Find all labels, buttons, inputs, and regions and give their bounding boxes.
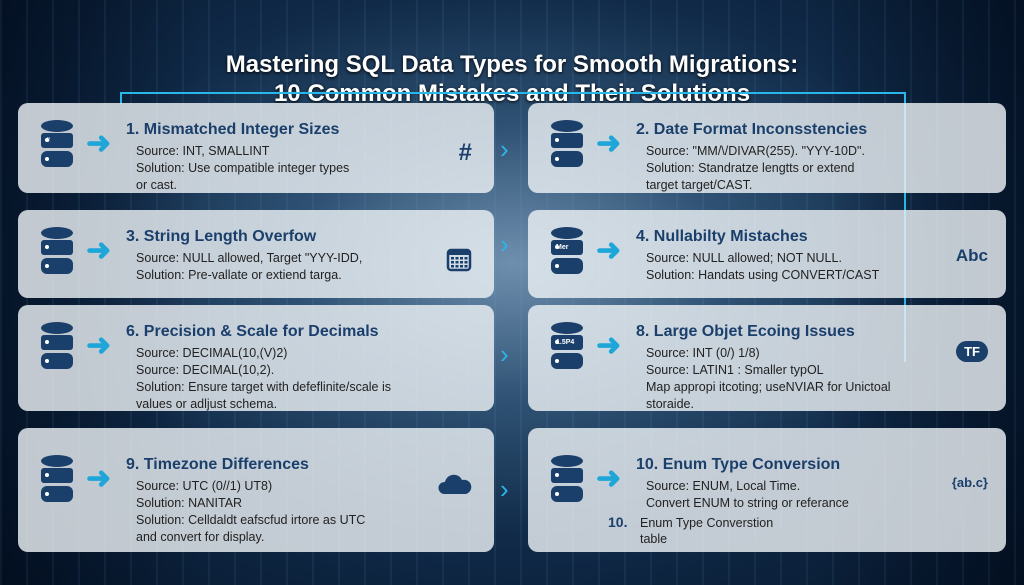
- braces-abc-icon: {ab.c}: [951, 475, 988, 490]
- cloud-icon: [438, 474, 472, 501]
- card-heading: 3. String Length Overfow: [126, 228, 317, 245]
- chevron-right-icon: ›: [500, 229, 509, 259]
- mistake-card: ➜ 3. String Length Overfow Source: NULL al…: [18, 210, 494, 298]
- arrow-right-icon: ➜: [86, 329, 112, 362]
- card-text: Solution: Handats using CONVERT/CAST: [646, 268, 880, 282]
- card-footnote-text: table: [640, 532, 668, 546]
- mistake-card: Mer ➜ 4. Nullabilty Mistaches Source: NULL …: [528, 210, 1006, 298]
- calendar-icon: [446, 246, 472, 277]
- mistake-card: ➜ 9. Timezone Differences Source: UTC (0//…: [18, 428, 494, 552]
- card-text: and convert for display.: [136, 530, 265, 544]
- arrow-right-icon: ➜: [86, 462, 112, 495]
- arrow-right-icon: ➜: [86, 234, 112, 267]
- card-heading: 2. Date Format Inconsstencies: [636, 121, 868, 138]
- database-icon: [551, 455, 583, 502]
- connector-line: [120, 92, 906, 94]
- card-text: or cast.: [136, 178, 177, 192]
- database-label: #: [46, 137, 50, 144]
- card-text: Source: INT, SMALLINT: [136, 144, 270, 158]
- card-footnote-text: Enum Type Converstion: [640, 516, 774, 530]
- database-icon: [41, 455, 73, 502]
- chevron-right-icon: ›: [500, 134, 509, 164]
- abc-icon: Abc: [955, 246, 988, 265]
- card-heading: 10. Enum Type Conversion: [636, 456, 841, 473]
- arrow-right-icon: ➜: [596, 234, 622, 267]
- card-text: Source: NULL allowed, Target "YYY-IDD,: [136, 251, 363, 265]
- card-text: Convert ENUM to string or referance: [646, 496, 849, 510]
- cloud-tf-icon: TF: [956, 341, 988, 362]
- connector-line: [120, 92, 122, 104]
- card-text: target target/CAST.: [646, 178, 753, 192]
- mistake-card: ➜ 10. Enum Type Conversion Source: ENUM, L…: [528, 428, 1006, 552]
- card-text: storaide.: [646, 397, 694, 411]
- title-line-1: Mastering SQL Data Types for Smooth Migr…: [225, 51, 799, 78]
- card-text: Source: INT (0/) 1/8): [646, 346, 760, 360]
- card-text: Map appropi itcoting; useNVIAR for Unict…: [646, 380, 891, 394]
- card-text: Source: "MM/\/DIVAR(255). "YYY-10D".: [646, 144, 865, 158]
- card-text: Source: DECIMAL(10,2).: [136, 363, 275, 377]
- database-label: 1.5P4: [556, 339, 575, 346]
- database-icon: [41, 322, 73, 369]
- card-text: Source: LATIN1 : Smaller typOL: [646, 363, 824, 377]
- mistake-card: ➜ 2. Date Format Inconsstencies Source: "M…: [528, 103, 1006, 193]
- card-text: Source: UTC (0//1) UT8): [136, 479, 273, 493]
- card-heading: 1. Mismatched Integer Sizes: [126, 121, 340, 138]
- card-heading: 6. Precision & Scale for Decimals: [126, 323, 379, 340]
- page-title: Mastering SQL Data Types for Smooth Migr…: [0, 50, 1024, 108]
- chevron-right-icon: ›: [500, 474, 509, 504]
- card-text: Source: NULL allowed; NOT NULL.: [646, 251, 842, 265]
- card-text: Solution: Ensure target with defeflinite…: [136, 380, 391, 394]
- card-heading: 4. Nullabilty Mistaches: [636, 228, 808, 245]
- card-text: Solution: Use compatible integer types: [136, 161, 350, 175]
- card-heading: 9. Timezone Differences: [126, 456, 309, 473]
- database-icon: [41, 120, 73, 167]
- database-icon: [551, 227, 583, 274]
- card-text: Solution: Celldaldt eafscfud irtore as U…: [136, 513, 366, 527]
- card-text: Solution: NANITAR: [136, 496, 243, 510]
- mistake-card: 1.5P4 ➜ 8. Large Objet Ecoing Issues Source…: [528, 305, 1006, 411]
- card-heading: 8. Large Objet Ecoing Issues: [636, 323, 855, 340]
- database-icon: [551, 120, 583, 167]
- arrow-right-icon: ➜: [596, 329, 622, 362]
- arrow-right-icon: ➜: [596, 127, 622, 160]
- card-text: Solution: Standratze lengtts or extend: [646, 161, 855, 175]
- arrow-right-icon: ➜: [596, 462, 622, 495]
- card-text: Solution: Pre-vallate or extiend targa.: [136, 268, 342, 282]
- card-footnote-number: 10.: [608, 514, 628, 530]
- database-label: Mer: [556, 244, 569, 251]
- database-icon: [551, 322, 583, 369]
- chevron-right-icon: ›: [500, 339, 509, 369]
- card-text: values or adljust schema.: [136, 397, 278, 411]
- card-text: Source: ENUM, Local Time.: [646, 479, 801, 493]
- arrow-right-icon: ➜: [86, 127, 112, 160]
- hash-icon: #: [458, 139, 472, 166]
- database-icon: [41, 227, 73, 274]
- card-text: Source: DECIMAL(10,(V)2): [136, 346, 288, 360]
- mistake-card: ➜ 6. Precision & Scale for Decimals Source…: [18, 305, 494, 411]
- mistake-card: # ➜ 1. Mismatched Integer Sizes Source: INT…: [18, 103, 494, 193]
